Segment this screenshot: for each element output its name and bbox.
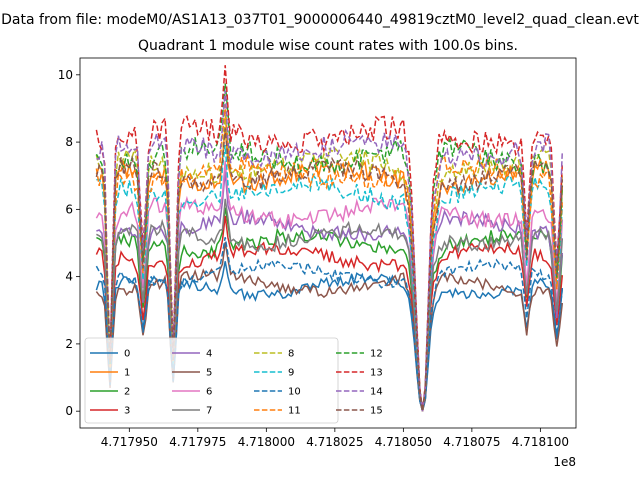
plot-frame [79, 57, 577, 429]
legend-label-6: 6 [206, 387, 212, 398]
legend-label-15: 15 [370, 406, 383, 417]
legend-label-11: 11 [288, 406, 301, 417]
legend-label-2: 2 [124, 387, 130, 398]
x-tick-label: 4.718075 [443, 435, 500, 449]
x-tick-label: 4.718000 [238, 435, 295, 449]
series-line-15 [95, 128, 564, 412]
y-axis: 0 2 4 6 8 10 [58, 68, 80, 418]
x-offset-label: 1e8 [553, 455, 576, 469]
legend-box [84, 337, 339, 424]
y-tick-label: 0 [65, 404, 73, 418]
legend-label-5: 5 [206, 368, 212, 379]
x-tick-label: 4.718100 [512, 435, 569, 449]
figure-suptitle: Data from file: modeM0/AS1A13_037T01_900… [1, 12, 639, 28]
y-tick-label: 6 [65, 202, 73, 216]
legend-label-0: 0 [124, 349, 130, 360]
x-axis: 4.717950 4.717975 4.718000 4.718025 4.718050… [101, 428, 569, 449]
legend-label-12: 12 [370, 349, 383, 360]
x-tick-label: 4.718050 [375, 435, 432, 449]
y-tick-label: 2 [65, 337, 73, 351]
legend-label-10: 10 [288, 387, 301, 398]
legend-label-13: 13 [370, 368, 383, 379]
x-tick-label: 4.718025 [306, 435, 363, 449]
legend-label-14: 14 [370, 387, 383, 398]
legend-label-9: 9 [288, 368, 294, 379]
legend-label-8: 8 [288, 349, 294, 360]
legend-label-3: 3 [124, 406, 130, 417]
y-tick-label: 4 [65, 270, 73, 284]
series-line-9 [96, 145, 564, 412]
y-tick-label: 10 [58, 68, 73, 82]
x-tick-label: 4.717950 [101, 435, 158, 449]
chart-title: Quadrant 1 module wise count rates with … [138, 38, 518, 54]
legend-label-4: 4 [206, 349, 212, 360]
legend-label-1: 1 [124, 368, 130, 379]
x-tick-label: 4.717975 [169, 435, 226, 449]
y-tick-label: 8 [65, 135, 73, 149]
legend-label-7: 7 [206, 406, 212, 417]
